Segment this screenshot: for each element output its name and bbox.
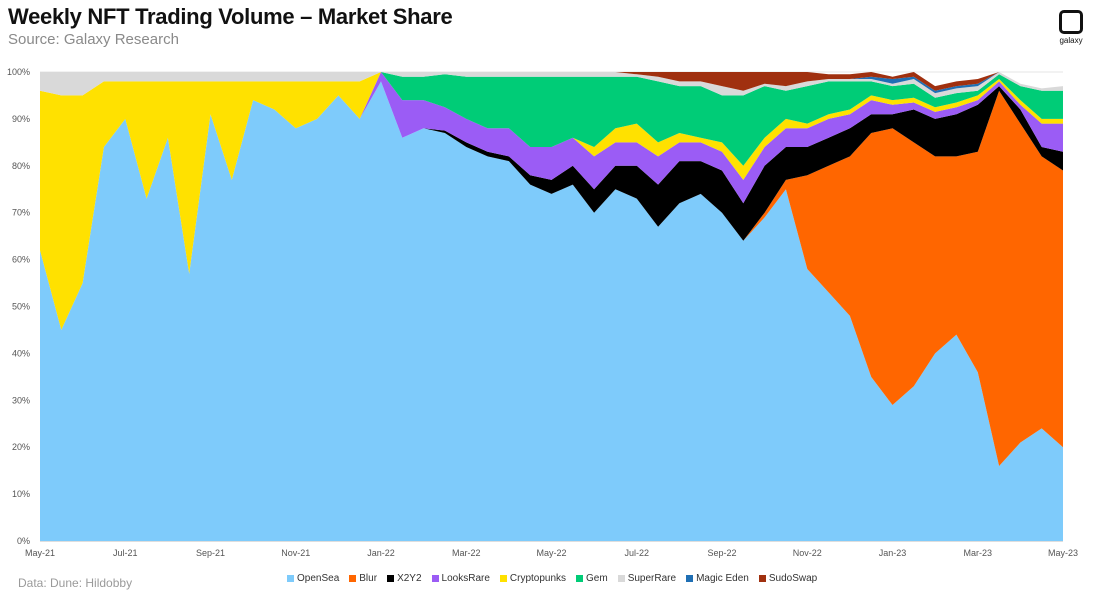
legend-swatch [576, 575, 584, 582]
x-axis-ticks: May-21 Jul-21 Sep-21 Nov-21 Jan-22 Mar-22 May-… [25, 548, 1078, 558]
y-axis-ticks: 0% 10% 20% 30% 40% 50% 60% 70% 80% 90% 100% [7, 67, 30, 546]
x-tick-label: Nov-21 [281, 548, 310, 558]
legend-swatch [431, 575, 439, 582]
legend-item: Cryptopunks [499, 573, 567, 584]
x-tick-label: Jul-21 [113, 548, 138, 558]
data-source-note: Data: Dune: Hildobby [18, 576, 133, 590]
chart-areas [40, 72, 1063, 542]
legend-swatch [758, 575, 766, 582]
legend-label: LooksRare [441, 573, 490, 584]
y-tick-label: 90% [12, 114, 30, 124]
x-tick-label: Sep-21 [196, 548, 225, 558]
y-tick-label: 50% [12, 302, 30, 312]
legend-label: Cryptopunks [509, 573, 567, 584]
legend-item: SudoSwap [758, 573, 818, 584]
legend-item: Blur [349, 573, 377, 584]
legend-item: OpenSea [287, 573, 339, 584]
area-blur [40, 81, 1063, 467]
x-tick-label: Nov-22 [793, 548, 822, 558]
legend-swatch [617, 575, 625, 582]
legend-swatch [387, 575, 395, 582]
market-share-chart: 0% 10% 20% 30% 40% 50% 60% 70% 80% 90% 100% May-21… [7, 67, 1078, 558]
legend-item: Gem [576, 573, 608, 584]
legend-swatch [499, 575, 507, 582]
legend-label: OpenSea [297, 573, 340, 584]
legend-item: X2Y2 [387, 573, 422, 584]
area-cryptopunks [40, 72, 1063, 330]
y-tick-label: 20% [12, 442, 30, 452]
y-tick-label: 60% [12, 255, 30, 265]
legend-label: SuperRare [627, 573, 677, 584]
legend-item: SuperRare [617, 573, 677, 584]
chart-legend: OpenSea Blur X2Y2 LooksRare Cryptopunks Gem Su… [287, 573, 817, 584]
x-tick-label: May-23 [1048, 548, 1078, 558]
area-sudoswap [40, 72, 1063, 91]
legend-swatch [287, 575, 294, 582]
legend-label: Blur [359, 573, 378, 584]
y-tick-label: 80% [12, 161, 30, 171]
x-tick-label: May-21 [25, 548, 55, 558]
area-gem [40, 72, 1063, 166]
area-opensea [40, 81, 1063, 542]
y-tick-label: 0% [17, 536, 30, 546]
x-tick-label: Mar-22 [452, 548, 481, 558]
y-tick-label: 40% [12, 348, 30, 358]
legend-swatch [349, 575, 357, 582]
galaxy-logo-text: galaxy [1059, 36, 1083, 45]
chart-subtitle: Source: Galaxy Research [8, 31, 179, 48]
legend-label: Gem [586, 573, 608, 584]
y-tick-label: 70% [12, 208, 30, 218]
area-looksrare [40, 72, 1063, 330]
legend-label: X2Y2 [397, 573, 422, 584]
x-tick-label: Jan-22 [367, 548, 395, 558]
galaxy-logo: galaxy [1054, 10, 1088, 45]
chart-title: Weekly NFT Trading Volume – Market Share [8, 4, 453, 29]
y-tick-label: 30% [12, 395, 30, 405]
legend-item: Magic Eden [686, 573, 749, 584]
legend-label: Magic Eden [696, 573, 749, 584]
galaxy-logo-icon [1059, 10, 1083, 34]
area-superrare [40, 72, 1063, 98]
y-tick-label: 100% [7, 67, 30, 77]
x-tick-label: Jan-23 [879, 548, 907, 558]
legend-label: SudoSwap [768, 573, 818, 584]
x-tick-label: May-22 [536, 548, 566, 558]
legend-item: LooksRare [431, 573, 490, 584]
x-tick-label: Jul-22 [624, 548, 649, 558]
x-tick-label: Sep-22 [707, 548, 736, 558]
y-tick-label: 10% [12, 489, 30, 499]
legend-swatch [686, 575, 694, 582]
x-tick-label: Mar-23 [963, 548, 992, 558]
